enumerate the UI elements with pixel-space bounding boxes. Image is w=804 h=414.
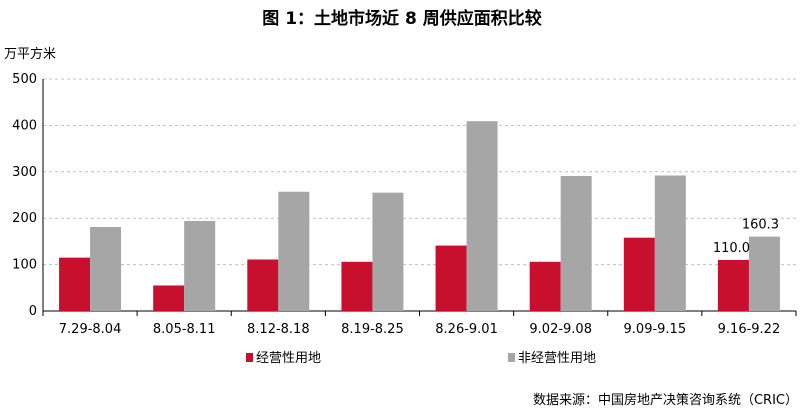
legend-swatch-non-operating <box>508 353 515 362</box>
x-tick-label: 8.19-8.25 <box>341 322 404 337</box>
bar-operating <box>529 261 561 311</box>
x-tick-label: 7.29-8.04 <box>59 322 122 337</box>
y-tick-label: 300 <box>12 165 37 180</box>
bar-non-operating <box>466 121 498 311</box>
bar-non-operating <box>372 192 404 311</box>
bar-operating <box>341 261 373 311</box>
bar-operating <box>153 285 185 311</box>
bar-operating <box>435 245 467 311</box>
bar-operating <box>717 259 749 311</box>
chart-title: 图 1：土地市场近 8 周供应面积比较 <box>262 9 542 29</box>
y-tick-label: 500 <box>12 72 37 87</box>
y-tick-label: 100 <box>12 258 37 273</box>
legend-label-operating: 经营性用地 <box>256 351 321 366</box>
bar-non-operating <box>654 175 686 311</box>
data-label: 160.3 <box>742 218 779 233</box>
y-tick-label: 400 <box>12 118 37 133</box>
x-tick-label: 9.09-9.15 <box>624 322 687 337</box>
legend-label-non-operating: 非经营性用地 <box>518 351 596 366</box>
x-tick-label: 8.12-8.18 <box>247 322 310 337</box>
y-axis-unit-label: 万平方米 <box>4 47 57 62</box>
bar-non-operating <box>90 227 122 311</box>
bar-non-operating <box>184 220 216 311</box>
x-tick-label: 8.26-9.01 <box>435 322 498 337</box>
x-tick-label: 9.16-9.22 <box>718 322 781 337</box>
legend-swatch-operating <box>246 353 253 362</box>
bar-non-operating <box>560 175 592 311</box>
y-tick-label: 200 <box>12 211 37 226</box>
x-tick-label: 8.05-8.11 <box>153 322 216 337</box>
source-note: 数据来源：中国房地产决策咨询系统（CRIC） <box>532 393 798 408</box>
bar-operating <box>59 257 91 311</box>
data-label: 110.0 <box>713 241 750 256</box>
y-tick-label: 0 <box>29 304 37 319</box>
bar-non-operating <box>748 236 780 311</box>
bar-non-operating <box>278 191 310 311</box>
bar-operating <box>623 237 655 311</box>
bar-operating <box>247 259 279 311</box>
x-tick-label: 9.02-9.08 <box>529 322 592 337</box>
